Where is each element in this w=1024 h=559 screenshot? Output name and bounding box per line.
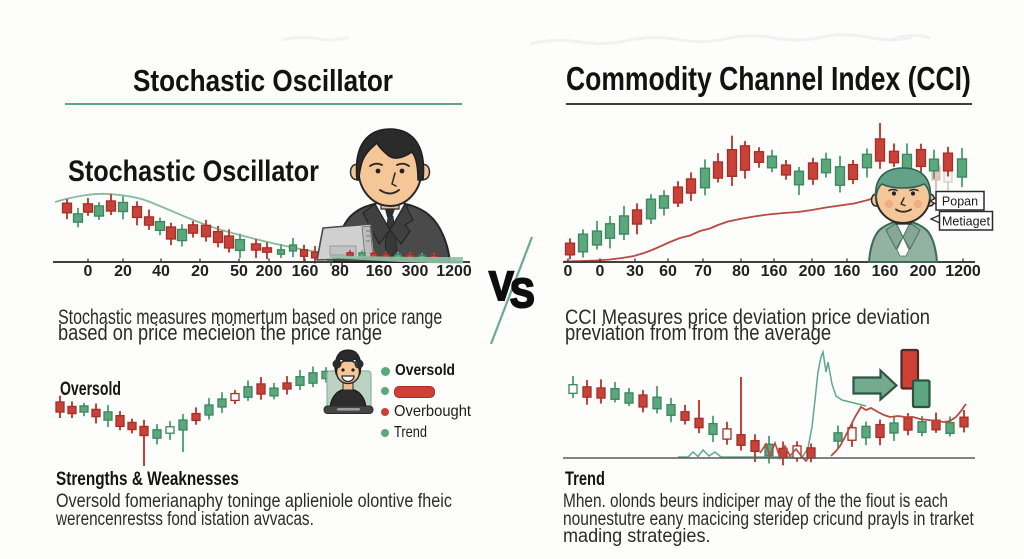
- svg-text:Metiaget: Metiaget: [942, 215, 990, 229]
- svg-text:Popan: Popan: [942, 195, 978, 209]
